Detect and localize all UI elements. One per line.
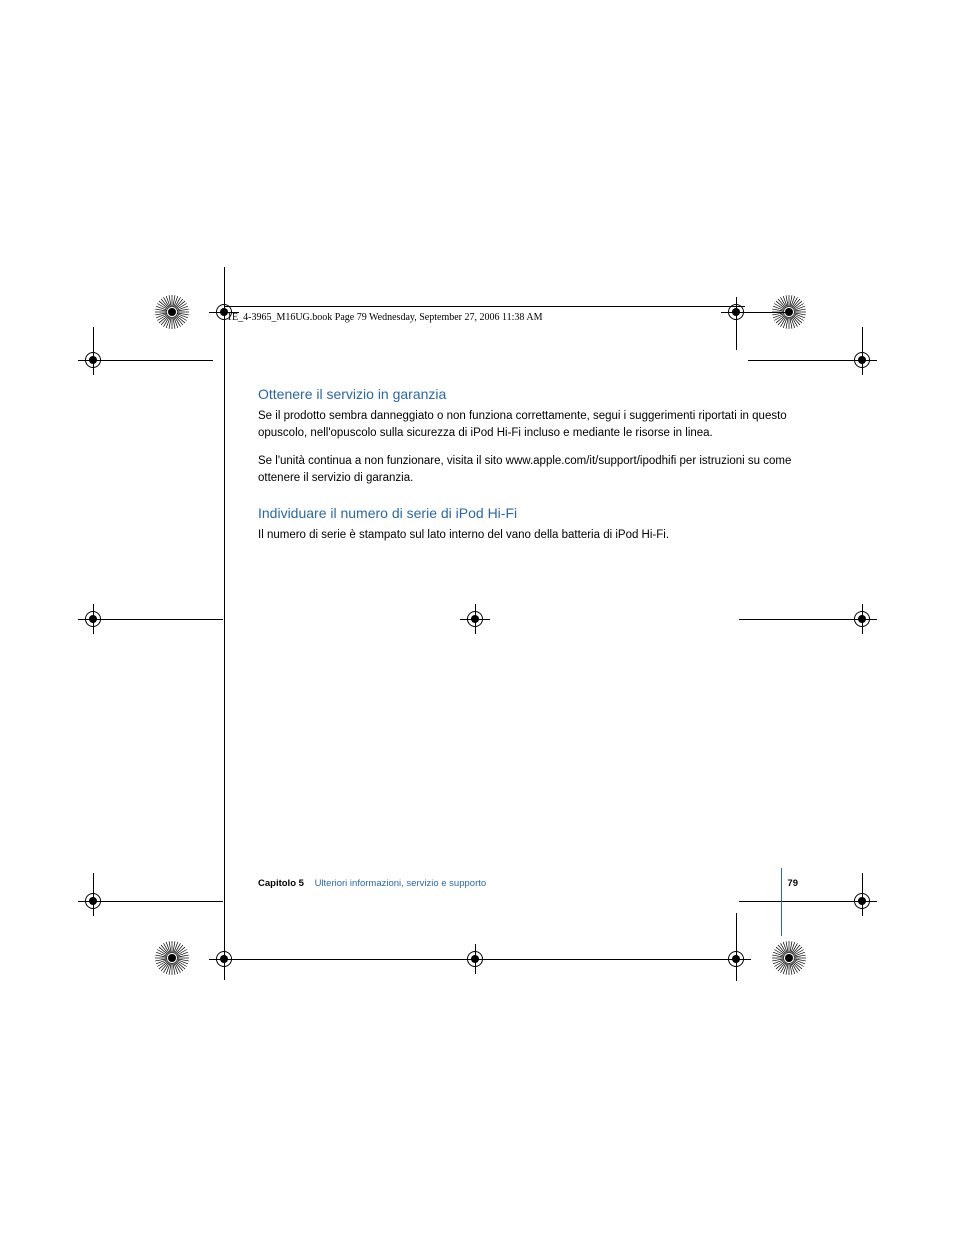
chapter-label: Capitolo 5	[258, 878, 304, 889]
sunburst-icon	[154, 940, 190, 976]
heading-serial-number: Individuare il numero di serie di iPod H…	[258, 505, 798, 521]
heading-warranty-service: Ottenere il servizio in garanzia	[258, 386, 798, 402]
crop-line-vertical	[224, 320, 225, 960]
registration-mark-icon	[209, 944, 239, 974]
sunburst-icon	[771, 940, 807, 976]
registration-mark-icon	[78, 345, 108, 375]
page-divider	[781, 868, 782, 936]
crop-line-horizontal	[93, 360, 213, 361]
page-number: 79	[787, 878, 798, 889]
paragraph-warranty-1: Se il prodotto sembra danneggiato o non …	[258, 408, 798, 441]
paragraph-serial: Il numero di serie è stampato sul lato i…	[258, 527, 798, 544]
footer-chapter: Capitolo 5 Ulteriori informazioni, servi…	[258, 878, 486, 889]
crop-line-horizontal	[93, 901, 223, 902]
registration-mark-icon	[847, 886, 877, 916]
registration-mark-icon	[460, 604, 490, 634]
registration-mark-icon	[721, 297, 751, 327]
registration-mark-icon	[721, 944, 751, 974]
chapter-title: Ulteriori informazioni, servizio e suppo…	[315, 878, 487, 889]
paragraph-warranty-2: Se l'unità continua a non funzionare, vi…	[258, 453, 798, 486]
registration-mark-icon	[78, 886, 108, 916]
crop-line-top	[225, 306, 745, 307]
content-area: Ottenere il servizio in garanzia Se il p…	[258, 386, 798, 555]
header-file-info: 1E_4-3965_M16UG.book Page 79 Wednesday, …	[227, 312, 542, 323]
sunburst-icon	[154, 294, 190, 330]
registration-mark-icon	[847, 604, 877, 634]
crop-line-horizontal	[93, 619, 223, 620]
footer-area: Capitolo 5 Ulteriori informazioni, servi…	[258, 878, 798, 889]
registration-mark-icon	[78, 604, 108, 634]
registration-mark-icon	[209, 297, 239, 327]
registration-mark-icon	[460, 944, 490, 974]
sunburst-icon	[771, 294, 807, 330]
registration-mark-icon	[847, 345, 877, 375]
